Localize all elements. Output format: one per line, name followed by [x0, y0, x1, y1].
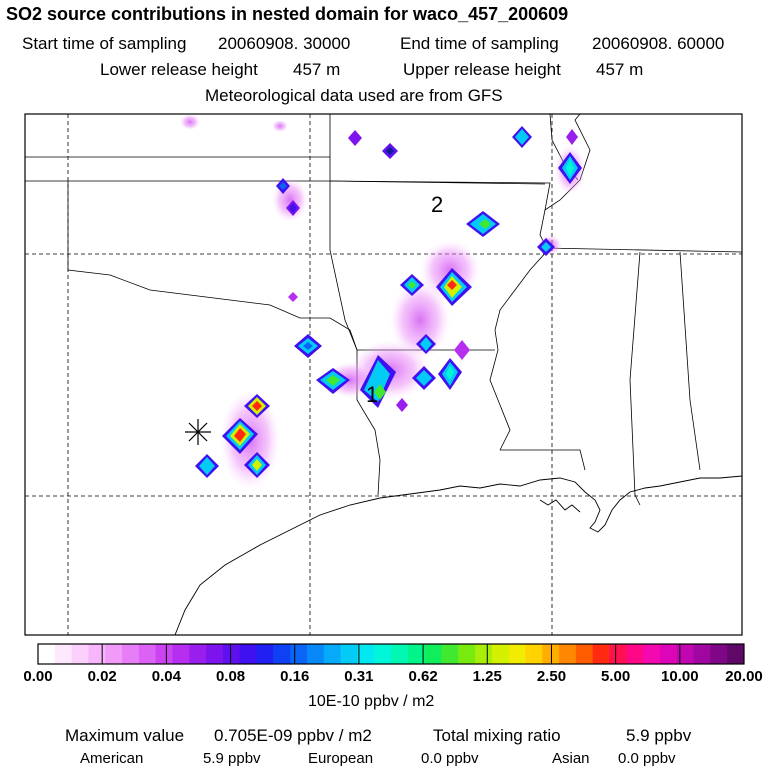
colorbar-tick-label: 0.16	[280, 668, 310, 685]
colorbar-cell	[256, 644, 274, 664]
colorbar-cell	[357, 644, 375, 664]
colorbar-cell	[609, 644, 627, 664]
colorbar-cell	[206, 644, 224, 664]
colorbar-cell	[88, 644, 106, 664]
asian-label: Asian	[552, 750, 590, 767]
colorbar-cell	[676, 644, 694, 664]
asian-value: 0.0 ppbv	[618, 750, 676, 767]
colorbar-tick-label: 0.08	[215, 668, 246, 685]
upper-release-value: 457 m	[596, 60, 644, 79]
colorbar-cell	[222, 644, 241, 664]
colorbar-cell	[424, 644, 442, 664]
colorbar-cell	[239, 644, 257, 664]
upper-release-label: Upper release height	[403, 60, 561, 79]
colorbar-cell	[693, 644, 711, 664]
met-data-note: Meteorological data used are from GFS	[205, 86, 503, 105]
american-label: American	[80, 750, 144, 767]
colorbar-tick-label: 0.62	[408, 668, 438, 685]
colorbar-cell	[710, 644, 728, 664]
colorbar-cell	[592, 644, 610, 664]
end-time-label: End time of sampling	[400, 34, 559, 53]
colorbar-cell	[525, 644, 543, 664]
colorbar-cell	[391, 644, 409, 664]
map-title: SO2 source contributions in nested domai…	[6, 4, 569, 24]
region-label-1: 1	[366, 382, 378, 407]
colorbar-cell	[508, 644, 526, 664]
colorbar-cell	[340, 644, 358, 664]
colorbar-cell	[626, 644, 644, 664]
colorbar-cell	[559, 644, 577, 664]
colorbar-cell	[138, 644, 157, 664]
colorbar-cell	[475, 644, 493, 664]
colorbar-cell	[290, 644, 308, 664]
colorbar-cell	[54, 644, 73, 664]
colorbar-unit-label: 10E-10 ppbv / m2	[308, 693, 435, 710]
max-value-label: Maximum value	[65, 726, 185, 745]
lower-release-value: 457 m	[293, 60, 341, 79]
colorbar-cell	[155, 644, 173, 664]
colorbar-cell	[659, 644, 678, 664]
colorbar-cell	[323, 644, 341, 664]
colorbar-cell	[105, 644, 123, 664]
european-value: 0.0 ppbv	[421, 750, 479, 767]
lower-release-label: Lower release height	[100, 60, 258, 79]
colorbar-tick-label: 0.04	[151, 668, 181, 685]
colorbar-tick-label: 1.25	[472, 668, 502, 685]
total-mixing-value: 5.9 ppbv	[626, 726, 692, 745]
colorbar-cell	[122, 644, 140, 664]
colorbar-cell	[491, 644, 510, 664]
colorbar-tick-label: 0.02	[87, 668, 117, 685]
colorbar-tick-label: 2.50	[536, 668, 567, 685]
colorbar-cell	[407, 644, 426, 664]
max-value: 0.705E-09 ppbv / m2	[214, 726, 372, 745]
gulf-coastline	[174, 475, 743, 636]
colorbar-cell	[273, 644, 291, 664]
colorbar-cell	[38, 644, 56, 664]
colorbar-tick-label: 10.00	[661, 668, 699, 685]
american-value: 5.9 ppbv	[203, 750, 261, 767]
colorbar-tick-label: 20.00	[725, 668, 763, 685]
source-location-marker	[185, 419, 211, 445]
end-time-value: 20060908. 60000	[592, 34, 725, 53]
start-time-label: Start time of sampling	[22, 34, 187, 53]
colorbar-cells	[38, 644, 745, 664]
colorbar-cell	[441, 644, 459, 664]
colorbar-frame	[37, 643, 745, 665]
total-mixing-label: Total mixing ratio	[433, 726, 561, 745]
colorbar-cell	[374, 644, 392, 664]
colorbar-cell	[306, 644, 325, 664]
colorbar-cell	[575, 644, 594, 664]
start-time-value: 20060908. 30000	[218, 34, 351, 53]
colorbar-cell	[189, 644, 207, 664]
colorbar-cell	[643, 644, 661, 664]
colorbar-cell	[172, 644, 190, 664]
colorbar-cell	[727, 644, 745, 664]
region-label-2: 2	[431, 192, 443, 217]
colorbar-cell	[458, 644, 476, 664]
hotspot-markers	[195, 126, 582, 478]
colorbar-tick-label: 0.31	[344, 668, 374, 685]
european-label: European	[308, 750, 374, 767]
colorbar-cell	[71, 644, 89, 664]
colorbar-tick-label: 0.00	[23, 668, 53, 685]
colorbar-tick-label: 5.00	[601, 668, 631, 685]
colorbar-cell	[542, 644, 560, 664]
